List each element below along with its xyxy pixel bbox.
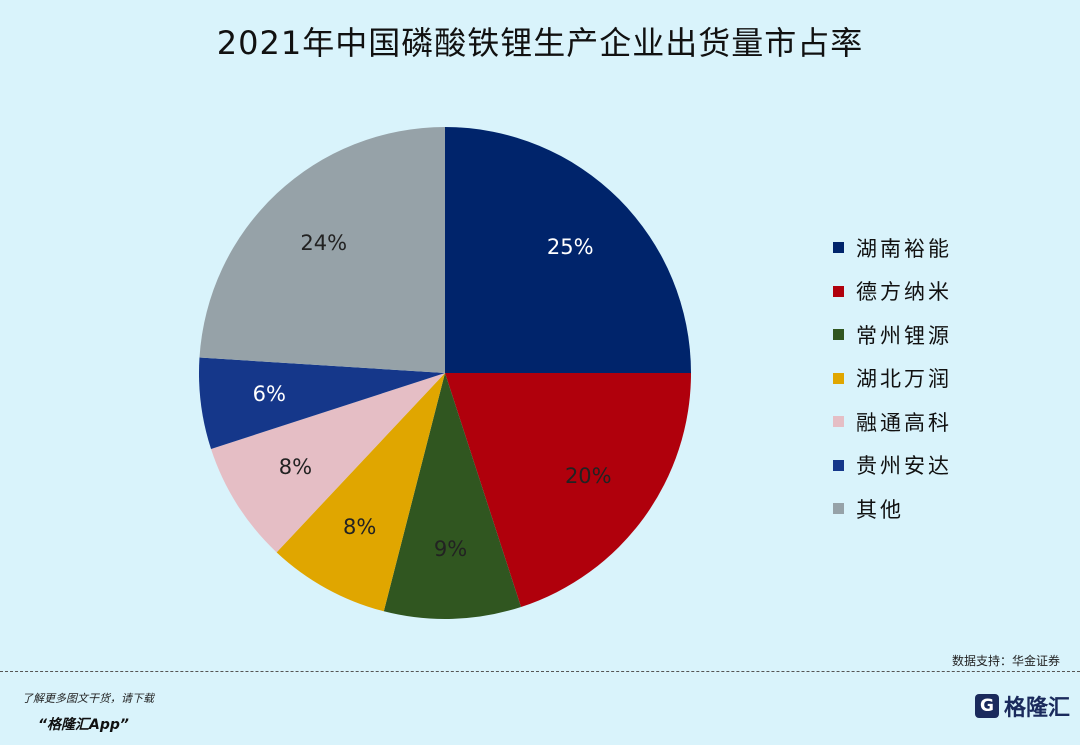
pie-slice-1 xyxy=(445,127,691,373)
pie-slice-7 xyxy=(199,127,445,373)
legend-item-7: 其他 xyxy=(833,487,952,531)
source-note: 数据支持：华金证券 xyxy=(951,654,1060,668)
legend-label: 湖南裕能 xyxy=(856,236,952,261)
pie-label-3: 9% xyxy=(434,537,467,561)
promo-text: 了解更多图文干货，请下载 xyxy=(22,692,154,705)
legend-item-3: 常州锂源 xyxy=(833,313,952,357)
pie-slice-6 xyxy=(199,357,445,450)
legend-item-6: 贵州安达 xyxy=(833,444,952,488)
legend-label: 常州锂源 xyxy=(856,323,952,348)
legend-label: 贵州安达 xyxy=(856,454,952,479)
chart-title: 2021年中国磷酸铁锂生产企业出货量市占率 xyxy=(216,24,864,62)
legend-swatch xyxy=(833,372,844,384)
footer-divider xyxy=(0,671,1080,672)
legend-label: 德方纳米 xyxy=(856,280,952,305)
legend-swatch xyxy=(833,503,844,515)
legend-label: 湖北万润 xyxy=(856,367,952,392)
legend-item-2: 德方纳米 xyxy=(833,270,952,314)
brand-name: 格隆汇 xyxy=(1004,696,1071,721)
pie-label-2: 20% xyxy=(565,464,612,488)
pie-label-7: 24% xyxy=(300,231,347,255)
promo-app-name: “格隆汇App” xyxy=(38,717,129,733)
legend-swatch xyxy=(833,285,844,297)
pie-label-5: 8% xyxy=(279,455,312,479)
brand-logo-icon: G xyxy=(975,694,999,718)
legend-swatch xyxy=(833,329,844,341)
legend-item-4: 湖北万润 xyxy=(833,357,952,401)
legend-swatch xyxy=(833,416,844,428)
pie-slice-5 xyxy=(211,373,445,553)
legend-swatch xyxy=(833,459,844,471)
legend-label: 其他 xyxy=(856,497,904,522)
pie-label-4: 8% xyxy=(343,515,376,539)
pie-label-6: 6% xyxy=(253,382,286,406)
pie-slice-2 xyxy=(445,373,691,607)
legend-label: 融通高科 xyxy=(856,410,952,435)
pie-label-1: 25% xyxy=(547,235,594,259)
legend: 湖南裕能德方纳米常州锂源湖北万润融通高科贵州安达其他 xyxy=(833,226,952,531)
brand: G 格隆汇 xyxy=(975,690,1070,722)
legend-item-1: 湖南裕能 xyxy=(833,226,952,270)
legend-item-5: 融通高科 xyxy=(833,400,952,444)
pie-slice-3 xyxy=(383,373,522,619)
pie-slice-4 xyxy=(276,373,445,612)
legend-swatch xyxy=(833,242,844,254)
